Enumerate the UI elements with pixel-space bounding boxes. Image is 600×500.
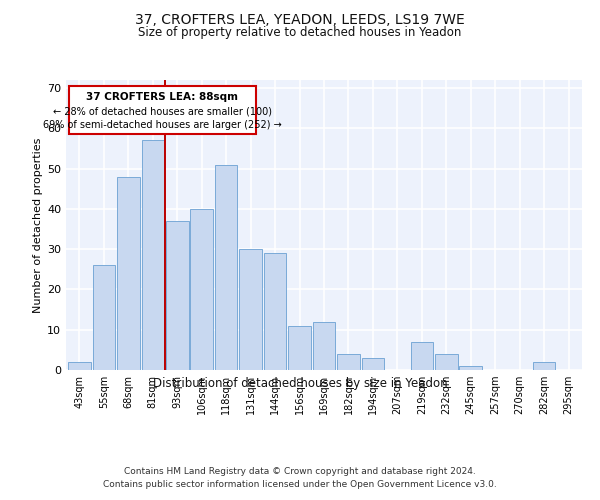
Bar [410,342,433,370]
Text: Contains HM Land Registry data © Crown copyright and database right 2024.: Contains HM Land Registry data © Crown c… [124,468,476,476]
Text: ← 28% of detached houses are smaller (100): ← 28% of detached houses are smaller (10… [53,106,272,116]
Bar [117,176,140,370]
Bar [264,253,286,370]
Bar [362,358,384,370]
Bar [460,366,482,370]
Bar [313,322,335,370]
Bar [215,164,238,370]
Bar [92,266,115,370]
Text: 37, CROFTERS LEA, YEADON, LEEDS, LS19 7WE: 37, CROFTERS LEA, YEADON, LEEDS, LS19 7W… [135,12,465,26]
Text: 69% of semi-detached houses are larger (252) →: 69% of semi-detached houses are larger (… [43,120,282,130]
Bar [337,354,360,370]
Bar [142,140,164,370]
Text: Contains public sector information licensed under the Open Government Licence v3: Contains public sector information licen… [103,480,497,489]
Bar [166,221,188,370]
Bar [288,326,311,370]
Bar [239,249,262,370]
Bar [435,354,458,370]
Bar [533,362,556,370]
Bar [69,86,256,134]
Text: 37 CROFTERS LEA: 88sqm: 37 CROFTERS LEA: 88sqm [86,92,238,102]
Bar [190,209,213,370]
Y-axis label: Number of detached properties: Number of detached properties [33,138,43,312]
Bar [68,362,91,370]
Text: Distribution of detached houses by size in Yeadon: Distribution of detached houses by size … [152,378,448,390]
Text: Size of property relative to detached houses in Yeadon: Size of property relative to detached ho… [139,26,461,39]
